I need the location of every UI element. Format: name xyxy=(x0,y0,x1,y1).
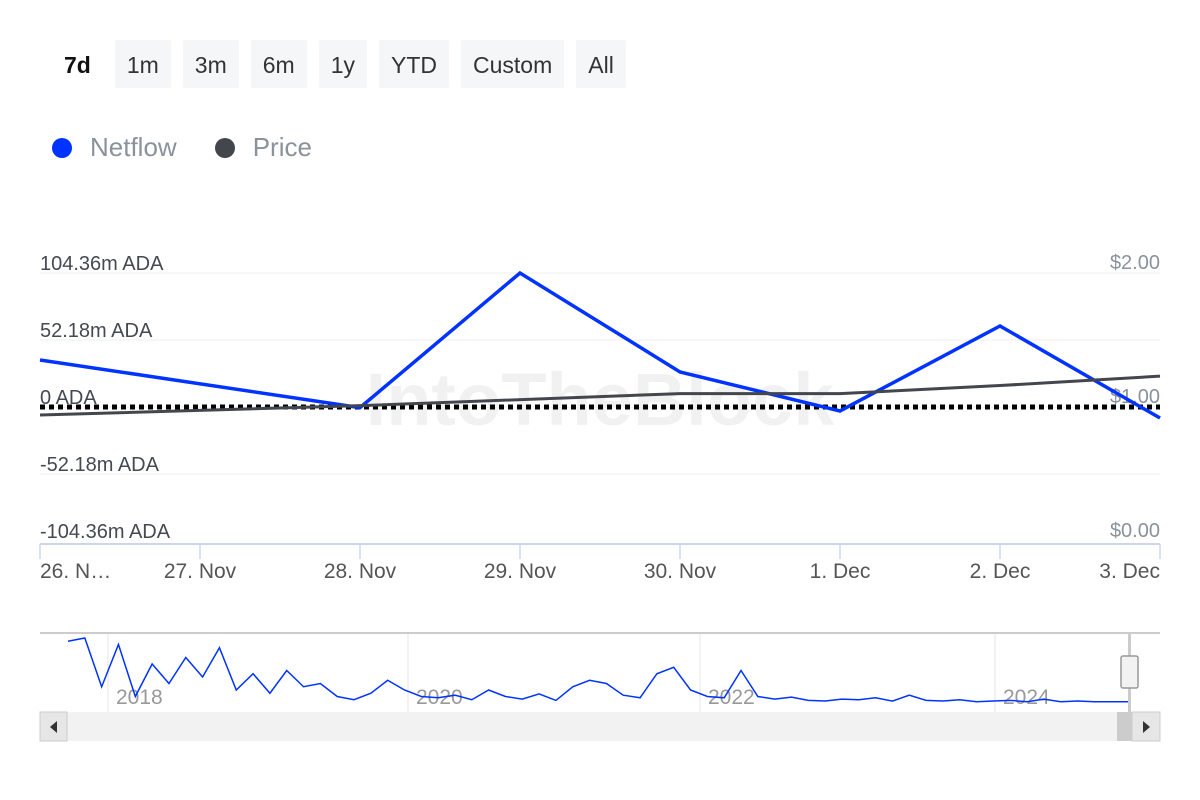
navigator-series xyxy=(67,637,1128,703)
range-button-7d[interactable]: 7d xyxy=(52,40,103,88)
y-right-tick: $1.00 xyxy=(1110,386,1160,408)
y-right-tick: $0.00 xyxy=(1110,520,1160,542)
legend: Netflow Price xyxy=(52,132,312,163)
y-left-tick: 104.36m ADA xyxy=(40,253,164,275)
navigator-year-label: 2018 xyxy=(116,686,163,709)
watermark: IntoTheBlock xyxy=(366,358,836,441)
scroll-left-button[interactable] xyxy=(39,711,68,742)
arrow-right-icon xyxy=(1143,721,1150,733)
scrollbar-thumb[interactable] xyxy=(1117,712,1132,741)
netflow-line xyxy=(39,270,1161,420)
legend-price[interactable]: Price xyxy=(214,132,312,163)
y-right-tick: $2.00 xyxy=(1110,252,1160,274)
navigator-handle[interactable] xyxy=(1120,655,1139,689)
range-button-all[interactable]: All xyxy=(576,40,626,88)
price-line xyxy=(39,374,1161,417)
y-left-tick: 52.18m ADA xyxy=(40,320,153,342)
range-button-1y[interactable]: 1y xyxy=(318,40,367,88)
scrollbar-track[interactable] xyxy=(40,712,1160,741)
y-left-tick: -104.36m ADA xyxy=(40,521,171,543)
x-tick-label: 27. Nov xyxy=(164,560,237,583)
x-tick-label: 30. Nov xyxy=(644,560,717,583)
range-selector: 7d 1m 3m 6m 1y YTD Custom All xyxy=(52,40,626,88)
navigator-year-label: 2022 xyxy=(708,686,755,709)
range-button-1m[interactable]: 1m xyxy=(114,40,171,88)
x-tick-label: 28. Nov xyxy=(324,560,397,583)
y-left-tick: -52.18m ADA xyxy=(40,454,160,476)
netflow-dot-icon xyxy=(52,137,72,158)
range-button-3m[interactable]: 3m xyxy=(182,40,239,88)
legend-netflow[interactable]: Netflow xyxy=(52,132,177,163)
x-tick-label: 26. N… xyxy=(40,560,111,583)
range-button-custom[interactable]: Custom xyxy=(461,40,565,88)
x-tick-label: 2. Dec xyxy=(970,560,1031,583)
range-button-ytd[interactable]: YTD xyxy=(379,40,449,88)
arrow-left-icon xyxy=(50,721,57,733)
range-button-6m[interactable]: 6m xyxy=(250,40,307,88)
y-left-tick: 0 ADA xyxy=(40,387,97,409)
x-tick-label: 1. Dec xyxy=(810,560,871,583)
x-tick-label: 29. Nov xyxy=(484,560,557,583)
x-tick-label: 3. Dec xyxy=(1099,560,1160,583)
navigator-year-label: 2024 xyxy=(1003,686,1050,709)
price-dot-icon xyxy=(214,137,235,158)
